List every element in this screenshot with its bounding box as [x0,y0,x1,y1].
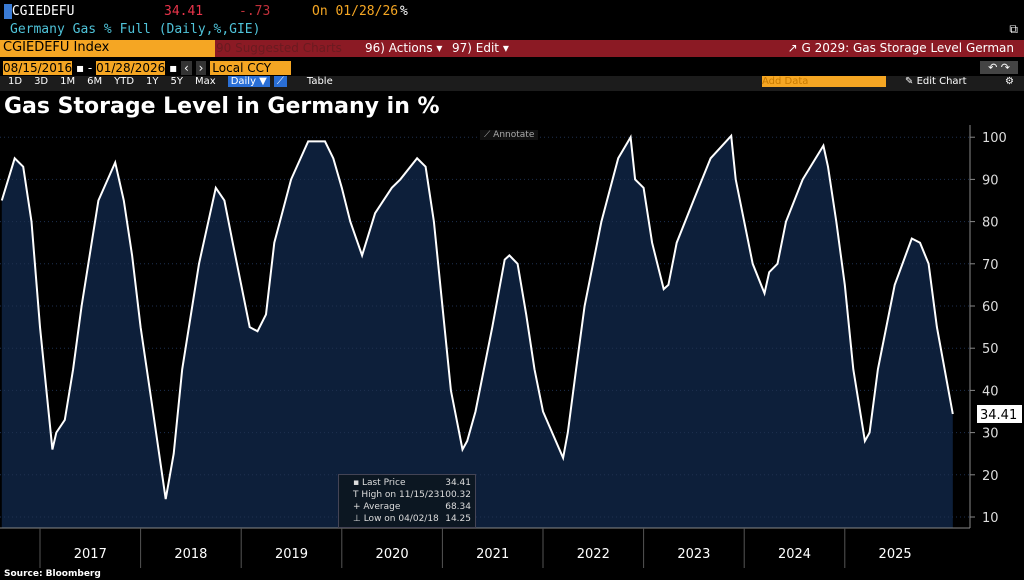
legend-last: ▪ Last Price 34.41 [353,478,471,488]
y-tick-label: 10 [982,511,999,526]
legend-label: High on 11/15/23 [361,490,440,500]
last-price-badge [977,404,1022,423]
y-tick-label: 70 [982,258,999,273]
x-tick-label: 2023 [677,547,710,562]
last-price: 34.41 [164,4,204,19]
legend-value: 68.34 [445,502,471,512]
x-tick-label: 2018 [174,547,207,562]
edit-chart-button[interactable]: ✎ Edit Chart [905,76,967,87]
period-6m[interactable]: 6M [87,76,103,87]
add-data-input[interactable]: Add Data [762,76,886,87]
change: -.73 [239,4,271,19]
legend-average: + Average 68.34 [353,502,471,512]
edit-button[interactable]: 97) Edit ▾ [452,41,509,55]
last-price-label: 34.41 [980,408,1017,423]
period-1m[interactable]: 1M [60,76,76,87]
y-tick-label: 50 [982,342,999,357]
undo-redo[interactable]: ↶ ↷ [980,61,1018,74]
launch-title-text: G 2029: Gas Storage Level German [801,41,1014,55]
frequency-select[interactable]: Daily ▼ [227,76,270,87]
x-tick-label: 2017 [74,547,107,562]
table-button[interactable]: Table [306,76,333,87]
period-bar: 1D 3D 1M 6M YTD 1Y 5Y Max Daily ▼ ⟋ Table Add Data… [0,76,1024,91]
description: Germany Gas % Full (Daily,%,GIE) [10,22,261,37]
source-note: Source: Bloomberg [4,569,101,579]
legend-label: Average [363,502,401,512]
command-bar: CGIEDEFU Index 90 Suggested Charts 96) A… [0,40,1024,57]
legend-label: Low on 04/02/18 [363,514,439,524]
annotate-button[interactable]: ⟋ Annotate [480,130,539,140]
legend-low: ⊥ Low on 04/02/18 14.25 [353,514,471,524]
legend-high: T High on 11/15/23 100.32 [353,490,471,500]
x-tick-label: 2020 [376,547,409,562]
series-line [0,133,954,500]
popout-icon[interactable]: ⧉ [1009,22,1018,36]
unit: % [400,4,408,19]
x-tick-label: 2024 [778,547,811,562]
launch-icon: ↗ [787,41,802,55]
y-tick-label: 30 [982,427,999,442]
legend-value: 34.41 [445,478,471,488]
line-chart-icon[interactable]: ⟋ [273,76,287,87]
launch-title[interactable]: ↗ G 2029: Gas Storage Level German [788,41,1014,55]
y-tick-label: 80 [982,216,999,231]
legend-value: 14.25 [445,514,471,524]
y-tick-label: 90 [982,173,999,188]
period-3d[interactable]: 3D [34,76,49,87]
period-ytd[interactable]: YTD [114,76,135,87]
ticker-row: CGIEDEFU 34.41 -.73 On 01/28/26 % [4,4,408,19]
settings-icon[interactable]: ⚙ [1005,76,1014,87]
actions-button[interactable]: 96) Actions ▾ [365,41,443,55]
start-date-input[interactable]: 08/15/2016 [3,61,73,75]
x-tick-label: 2019 [275,547,308,562]
x-tick-label: 2022 [577,547,610,562]
legend: ▪ Last Price 34.41 T High on 11/15/23 100.… [338,474,476,528]
period-5y[interactable]: 5Y [170,76,184,87]
prev-button[interactable]: ‹ [181,61,192,75]
next-button[interactable]: › [195,61,207,75]
legend-value: 100.32 [439,490,472,500]
chart-title: Gas Storage Level in Germany in % [4,94,440,119]
suggested-charts-button[interactable]: 90 Suggested Charts [216,41,342,55]
annotate-label: Annotate [493,130,535,140]
legend-label: Last Price [361,478,406,488]
series-area [1,135,953,529]
period-1y[interactable]: 1Y [146,76,159,87]
date-range-row: 08/15/2016 ▪ - 01/28/2026 ▪ ‹ › Local CC… [3,61,292,75]
as-of-date: On 01/28/26 [312,4,399,19]
y-tick-label: 60 [982,300,999,315]
security-field[interactable]: CGIEDEFU Index [0,40,215,57]
ticker: CGIEDEFU [11,4,75,19]
y-tick-label: 20 [982,469,999,484]
edit-label: 97) Edit [452,41,500,55]
period-1d[interactable]: 1D [8,76,23,87]
currency-select[interactable]: Local CCY [210,61,292,75]
x-tick-label: 2025 [879,547,912,562]
actions-label: 96) Actions [365,41,433,55]
y-tick-label: 40 [982,384,999,399]
x-tick-label: 2021 [476,547,509,562]
edit-chart-label: Edit Chart [916,76,967,87]
end-date-input[interactable]: 01/28/2026 [96,61,166,75]
period-max[interactable]: Max [195,76,216,87]
y-tick-label: 100 [982,131,1007,146]
